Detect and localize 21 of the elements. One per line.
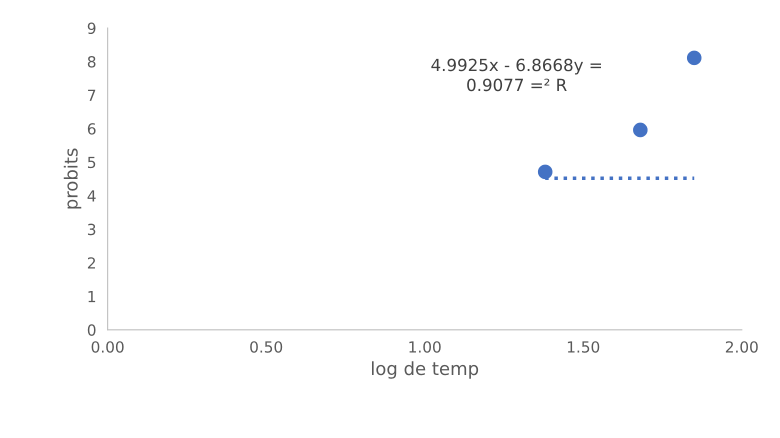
point bbox=[686, 50, 702, 66]
y-tick-label: 1 bbox=[88, 290, 96, 302]
y-tick-label: 8 bbox=[88, 56, 96, 68]
x-tick-label: 2.00 bbox=[726, 341, 758, 353]
y-tick-label: 5 bbox=[88, 156, 96, 168]
x-axis-title: log de temp bbox=[372, 361, 478, 379]
y-tick-label: 7 bbox=[88, 90, 96, 101]
annotation: 4.9925x - 6.8668y = 0.9077 =² R bbox=[431, 58, 602, 92]
x-tick-label: 0.00 bbox=[92, 341, 124, 353]
x-tick-label: 0.50 bbox=[250, 341, 282, 353]
x-tick-label: 1.00 bbox=[409, 341, 441, 353]
y-tick-label: 9 bbox=[88, 22, 96, 34]
y-tick-label: 0 bbox=[88, 324, 96, 336]
x-tick-label: 1.50 bbox=[568, 341, 600, 353]
y-tick-label: 2 bbox=[88, 257, 95, 269]
y-tick-label: 3 bbox=[88, 224, 96, 236]
point bbox=[538, 164, 552, 180]
y-tick-label: 6 bbox=[88, 123, 96, 135]
y-axis-title: probits bbox=[64, 148, 82, 209]
point bbox=[633, 122, 648, 138]
y-tick-label: 4 bbox=[88, 190, 96, 202]
